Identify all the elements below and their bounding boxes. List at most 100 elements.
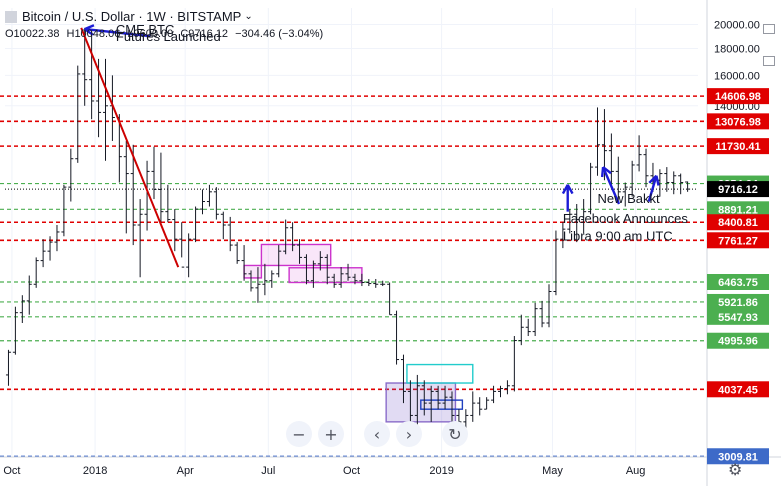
ohlc-bar [435,385,441,410]
ohlc-bar [290,222,296,252]
y-tick-label: 16000.00 [714,70,760,82]
level-price-label-text: 9716.12 [718,184,758,196]
level-price-label-text: 3009.81 [718,451,758,463]
arrow-shaft [647,175,658,202]
ohlc-bar [220,211,226,240]
chevron-right-icon: › [405,424,413,444]
x-tick-label: 2019 [429,465,453,477]
level-price-label-bg [707,448,769,465]
range-box [288,267,363,284]
level-price-label-bg [707,181,769,198]
ohlc-bar [54,224,60,252]
ohlc-bar [664,167,670,192]
reset-button[interactable]: ↻ [442,421,468,447]
ohlc-close: C9716.12 [180,28,229,40]
x-tick-label: Aug [626,465,646,477]
symbol-icon [5,10,17,23]
level-price-label-text: 13076.98 [715,116,761,128]
ohlc-bar [283,219,289,255]
ohlc-bar [123,140,129,234]
arrow-head [84,28,94,36]
ohlc-bar [82,27,88,106]
level-price-label: 6463.75 [707,274,769,291]
ohlc-bar [303,254,309,285]
ohlc-bar [12,306,18,355]
ohlc-bar [491,385,497,404]
ohlc-bar [380,280,386,287]
ohlc-bar [595,107,601,176]
chart-header: Bitcoin / U.S. Dollar · 1W · BITSTAMP ⌄ [5,9,253,24]
arrow-head [566,184,574,195]
ohlc-bar [61,184,67,237]
ohlc-bar [200,189,206,215]
level-price-label-text: 11730.41 [715,141,760,153]
annotation-text: Facebook Announces [563,211,689,226]
level-price-label: 4037.45 [707,381,769,398]
ohlc-high: H10048.06 [66,28,121,40]
ohlc-change: −304.46 (−3.04%) [235,28,324,40]
ohlc-bar [102,58,108,161]
ohlc-bar [574,204,580,243]
arrow-head [84,24,95,31]
arrow-head [648,174,658,184]
level-price-label-bg [707,88,769,105]
arrow-head [655,175,660,186]
level-price-label-bg [707,201,769,218]
ohlc-bar [352,273,358,285]
ohlc-bar [629,160,635,197]
ohlc-bar [477,397,483,416]
gear-icon[interactable]: ⚙ [728,460,743,479]
ohlc-bar [636,135,642,172]
ohlc-bar [26,275,32,315]
x-tick-label: Apr [177,465,194,477]
ohlc-bar [144,160,150,231]
ohlc-bar [276,245,282,278]
annotation-arrows [84,24,660,212]
ohlc-bar [511,336,517,392]
ohlc-bar [338,267,344,288]
level-price-label: 11730.41 [707,138,769,155]
level-price-label-text: 6463.75 [718,277,758,289]
zoom-out-button[interactable]: − [286,421,312,447]
level-price-label-text: 5547.93 [718,312,758,324]
level-price-label: 5921.86 [707,293,769,310]
ohlc-bar [539,300,545,328]
arrow-head [602,166,612,175]
symbol-title[interactable]: Bitcoin / U.S. Dollar · 1W · BITSTAMP [22,9,242,24]
chevron-down-icon[interactable]: ⌄ [244,11,253,22]
x-tick-label: Oct [3,465,20,477]
arrow-icon [600,166,621,205]
ohlc-bar [525,318,531,337]
ohlc-bar [151,146,157,200]
level-price-label-text: 4037.45 [718,384,758,396]
ohlc-bar [130,144,136,246]
level-price-label: 8400.81 [707,214,769,231]
level-price-label: 3009.81 [707,448,769,465]
ohlc-bar [234,242,240,264]
level-price-label-bg [707,232,769,249]
scroll-right-button[interactable]: › [396,421,422,447]
trend-line[interactable] [80,27,180,268]
level-price-label-text: 7761.27 [718,235,758,247]
ohlc-bar [68,148,74,202]
ohlc-bar [400,354,406,404]
right-side-tools [763,24,781,88]
ohlc-bar [297,239,303,264]
y-tick-label: 18000.00 [714,44,760,56]
ohlc-bar [179,222,185,268]
ohlc-bar [484,397,490,410]
layout-icon[interactable] [763,56,775,66]
layout-icon[interactable] [763,24,775,34]
ohlc-bar [442,385,448,410]
range-box [243,264,263,279]
scroll-left-button[interactable]: ‹ [364,421,390,447]
zoom-in-button[interactable]: + [318,421,344,447]
ohlc-bar [213,187,219,220]
ohlc-bar [310,260,316,288]
ohlc-bars [5,27,691,436]
ohlc-bar [407,380,413,429]
ohlc-bar [19,295,25,323]
minus-icon: − [292,424,306,444]
